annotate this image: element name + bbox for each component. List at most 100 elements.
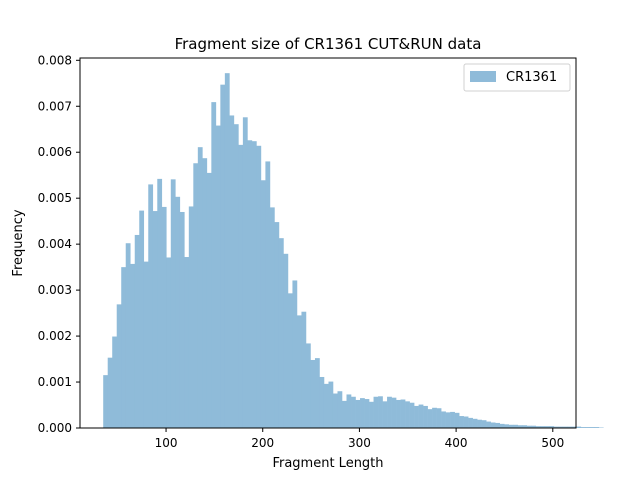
histogram-bar	[166, 257, 172, 428]
histogram-bar	[544, 426, 550, 428]
histogram-bar	[206, 172, 212, 428]
histogram-bar	[513, 424, 519, 428]
histogram-bar	[310, 359, 316, 428]
legend: CR1361	[463, 63, 571, 92]
x-tick-label: 200	[251, 436, 274, 450]
histogram-bar	[585, 427, 591, 428]
histogram-bar	[179, 211, 185, 428]
x-tick-label: 400	[445, 436, 468, 450]
histogram-bar	[373, 396, 379, 428]
histogram-bar	[211, 102, 217, 429]
y-axis-ticks: 0.000 0.001 0.002 0.003 0.004 0.005 0.006 0.007…	[38, 53, 80, 435]
x-tick-label: 500	[541, 436, 564, 450]
y-tick-label: 0.007	[38, 99, 72, 113]
histogram-bar	[481, 420, 487, 428]
histogram-bar	[283, 253, 289, 428]
histogram-bar	[337, 391, 343, 428]
histogram-bar	[436, 408, 442, 428]
histogram-bar	[265, 161, 271, 429]
y-tick-label: 0.001	[38, 375, 72, 389]
x-axis-ticks: 100 200 300 400 500	[155, 428, 564, 450]
histogram-bar	[409, 402, 415, 428]
histogram-bar	[396, 399, 401, 428]
histogram-bar	[414, 405, 419, 428]
histogram-bar	[274, 222, 280, 428]
histogram-bar	[247, 140, 253, 428]
histogram-bar	[423, 405, 428, 428]
histogram-bar	[531, 425, 537, 428]
histogram-bar	[517, 425, 523, 428]
histogram-bar	[445, 412, 451, 428]
histogram-bar	[594, 427, 600, 428]
histogram-bar	[332, 393, 338, 428]
y-tick-label: 0.008	[38, 53, 72, 67]
histogram-bar	[193, 163, 199, 429]
histogram-bar	[319, 376, 325, 428]
histogram-bar	[215, 125, 221, 428]
histogram-bar	[549, 426, 555, 428]
histogram-bar	[508, 424, 514, 428]
y-tick-label: 0.005	[38, 191, 72, 205]
histogram-bar	[526, 425, 532, 428]
histogram-bar	[328, 381, 334, 428]
histogram-bar	[441, 411, 446, 428]
histogram-bar	[139, 210, 145, 428]
histogram-bar	[287, 293, 293, 428]
legend-box	[463, 63, 571, 92]
histogram-bar	[369, 401, 374, 428]
histogram-bar	[400, 399, 406, 428]
histogram-bar	[107, 357, 113, 428]
histogram-bar	[134, 234, 140, 428]
histogram-bar	[314, 358, 320, 428]
histogram-bar	[364, 399, 370, 428]
histogram-bar	[468, 417, 473, 428]
histogram-bar	[391, 397, 397, 428]
histogram-bar	[143, 261, 149, 428]
histogram-bar	[116, 304, 122, 428]
chart-title: Fragment size of CR1361 CUT&RUN data	[175, 35, 482, 53]
histogram-bar	[184, 257, 190, 428]
histogram-bar	[121, 267, 127, 428]
histogram-bar	[567, 426, 573, 428]
histogram-bar	[495, 422, 500, 428]
y-axis-label: Frequency	[11, 209, 26, 276]
histogram-bar	[323, 383, 329, 428]
histogram-bar	[157, 178, 163, 428]
histogram-bar	[382, 401, 388, 428]
bar-group	[103, 73, 604, 429]
histogram-bar	[490, 422, 496, 428]
histogram-bar	[454, 412, 460, 428]
histogram-bar	[346, 394, 352, 428]
histogram-bar	[103, 375, 109, 428]
histogram-bar	[432, 407, 437, 428]
histogram-bar	[562, 426, 568, 428]
histogram-bar	[486, 421, 491, 428]
histogram-bar	[427, 409, 433, 428]
histogram-bar	[472, 418, 478, 428]
histogram-bar	[477, 419, 482, 428]
histogram-bar	[148, 184, 154, 428]
histogram-bar	[558, 426, 564, 428]
histogram-bar	[576, 426, 582, 428]
histogram-bar	[296, 315, 302, 428]
histogram-bar	[301, 311, 307, 428]
y-tick-label: 0.002	[38, 329, 72, 343]
legend-label: CR1361	[506, 70, 557, 85]
histogram-bar	[224, 73, 230, 429]
plot-area-frame	[79, 57, 577, 429]
histogram-bar	[553, 426, 559, 428]
histogram-bar	[152, 211, 158, 428]
histogram-bar	[238, 144, 244, 428]
histogram-bar	[202, 158, 208, 428]
histogram-bar	[355, 399, 361, 428]
histogram-bar	[459, 416, 464, 428]
histogram-bar	[463, 416, 469, 428]
histogram-bar	[229, 115, 235, 428]
x-tick-label: 100	[155, 436, 178, 450]
histogram-bar	[540, 426, 546, 428]
histogram-bar	[450, 411, 455, 428]
x-tick-label: 300	[348, 436, 371, 450]
legend-swatch	[470, 71, 496, 82]
y-tick-label: 0.000	[38, 421, 72, 435]
